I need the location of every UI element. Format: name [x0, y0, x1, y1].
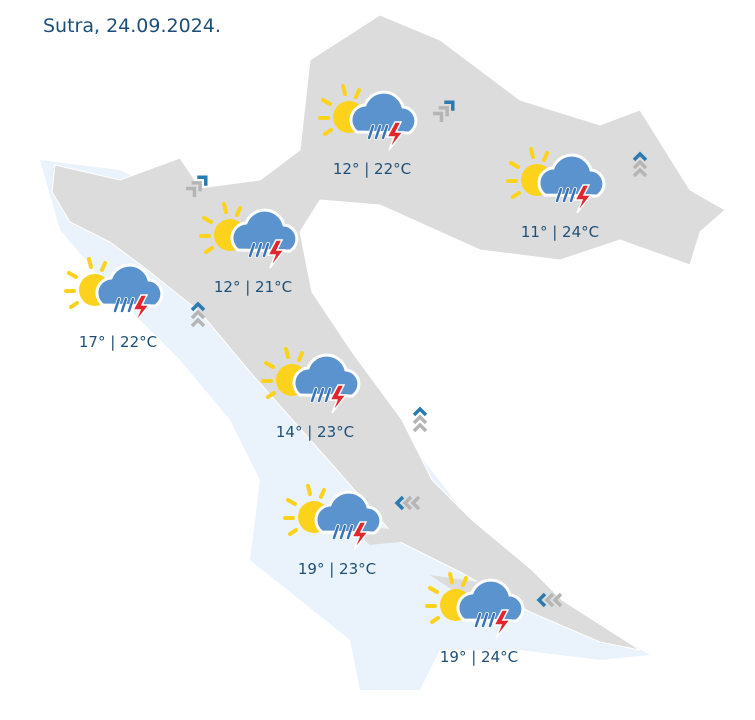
- station-rijeka: 12° | 21°C: [198, 200, 308, 300]
- temperature-label: 14° | 23°C: [275, 423, 355, 441]
- island: [160, 210, 205, 285]
- temperature-label: 12° | 21°C: [213, 278, 293, 296]
- temperature-label: 12° | 22°C: [332, 160, 412, 178]
- station-zagreb: 12° | 22°C: [317, 82, 427, 182]
- wind-north-arrow-icon: [183, 300, 213, 330]
- temperature-label: 17° | 22°C: [78, 333, 158, 351]
- station-istria: 17° | 22°C: [63, 255, 173, 355]
- station-east: 11° | 24°C: [505, 145, 615, 245]
- wind-north-east-arrow-icon: [183, 170, 213, 200]
- temperature-label: 11° | 24°C: [520, 223, 600, 241]
- station-split: 19° | 23°C: [282, 482, 392, 582]
- station-dubrovnik: 19° | 24°C: [424, 570, 534, 670]
- wind-north-arrow-icon: [625, 150, 655, 180]
- wind-west-arrow-icon: [393, 488, 423, 518]
- wind-west-arrow-icon: [535, 585, 565, 615]
- page-title: Sutra, 24.09.2024.: [43, 15, 221, 37]
- temperature-label: 19° | 24°C: [439, 648, 519, 666]
- wind-north-arrow-icon: [405, 405, 435, 435]
- temperature-label: 19° | 23°C: [297, 560, 377, 578]
- wind-north-east-arrow-icon: [430, 95, 460, 125]
- station-lika-zadar: 14° | 23°C: [260, 345, 370, 445]
